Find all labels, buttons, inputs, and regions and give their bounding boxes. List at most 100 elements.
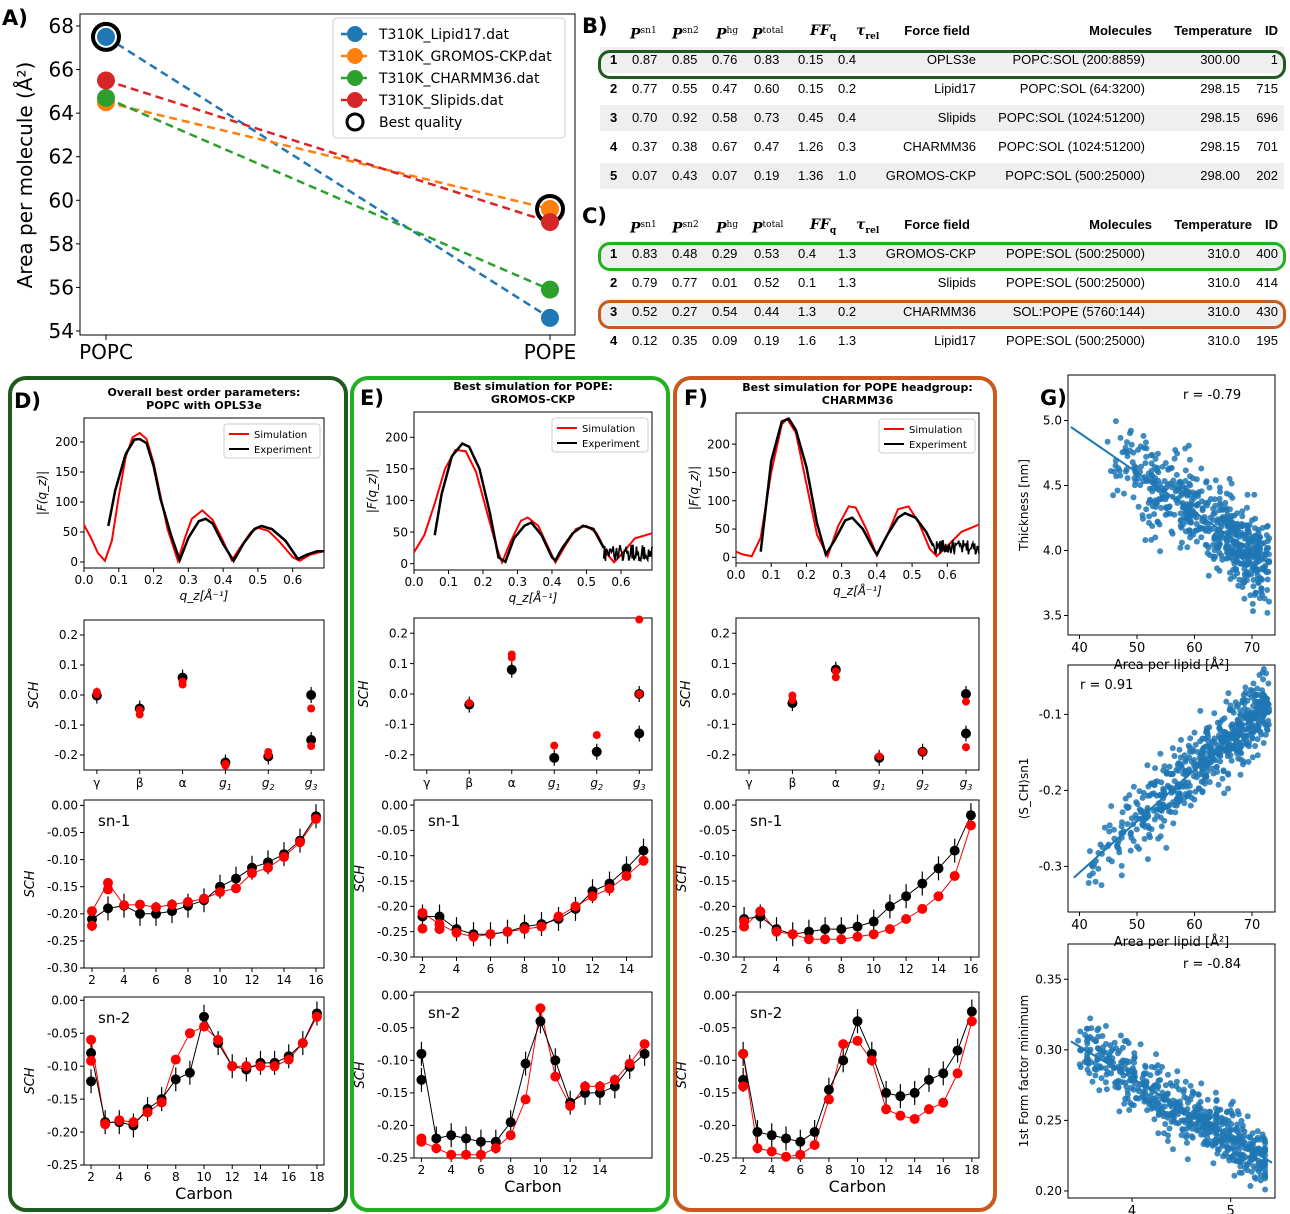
scatter-point <box>1133 799 1140 806</box>
x-tick-label: 0.2 <box>473 575 492 589</box>
scatter-point <box>1224 549 1231 556</box>
simulation-point <box>255 1061 266 1072</box>
scatter-point <box>1259 717 1266 723</box>
scatter-point <box>1189 475 1196 482</box>
data-point <box>541 280 559 299</box>
table-row: 2 0.79 0.77 0.01 0.52 0.1 1.3 Slipids POPE:SOL (… <box>600 270 1284 296</box>
scatter-point <box>1186 480 1193 487</box>
simulation-point <box>738 1081 749 1092</box>
scatter-point <box>1084 1037 1090 1044</box>
table-cell: Slipids <box>937 110 976 125</box>
y-tick-label: -0.30 <box>47 961 78 975</box>
scatter-point <box>1147 780 1154 787</box>
correlation-annotation: r = -0.84 <box>1183 957 1241 972</box>
scatter-point <box>1174 795 1181 802</box>
table-cell: 0.3 <box>838 139 857 154</box>
simulation-point <box>283 1054 294 1065</box>
scatter-point <box>1238 1117 1245 1124</box>
scatter-point <box>1199 505 1206 512</box>
scatter-point <box>1249 600 1256 607</box>
table-cell: 0.4 <box>838 52 857 67</box>
column-header: FFq <box>810 217 837 236</box>
scatter-point <box>1169 1112 1176 1119</box>
experiment-point <box>550 1055 561 1066</box>
y-tick-label: 50 <box>715 522 730 536</box>
x-tick-label: 50 <box>1129 918 1146 933</box>
simulation-point <box>933 891 944 902</box>
scatter-point <box>1218 531 1225 538</box>
scatter-point <box>1224 753 1231 760</box>
scatter-point <box>1238 756 1244 763</box>
scatter-point <box>1149 523 1156 529</box>
scatter-point <box>1223 698 1230 705</box>
scatter-point <box>1216 549 1223 556</box>
scatter-point <box>1214 544 1221 551</box>
y-tick-label: 58 <box>49 232 74 256</box>
simulation-point <box>592 731 601 740</box>
scatter-point <box>1151 1103 1158 1110</box>
experiment-point <box>184 1067 195 1078</box>
scatter-point <box>1262 1186 1269 1193</box>
scatter-point <box>1207 552 1213 559</box>
scatter-point <box>1221 790 1228 797</box>
scatter-point <box>1263 547 1270 554</box>
scatter-point <box>1166 802 1173 808</box>
subscript: 2 <box>924 783 929 792</box>
x-axis-label: Carbon <box>175 1184 233 1203</box>
simulation-point <box>875 752 884 761</box>
sn1-axes <box>413 799 653 958</box>
scatter-point <box>1144 856 1151 863</box>
y-tick-label: 54 <box>49 319 74 343</box>
scatter-point <box>1154 778 1161 785</box>
simulation-point <box>135 899 145 910</box>
table-row: 2 0.77 0.55 0.47 0.60 0.15 0.2 Lipid17 POPC:SOL … <box>600 76 1284 102</box>
table-row: 4 0.37 0.38 0.67 0.47 1.26 0.3 CHARMM36 POPC:SOL… <box>600 134 1284 160</box>
simulation-point <box>949 870 960 881</box>
scatter-point <box>1187 501 1194 508</box>
scatter-point <box>1124 439 1130 446</box>
simulation-point <box>587 891 598 902</box>
x-tick-label: 10 <box>212 973 227 987</box>
scatter-point <box>1121 490 1127 497</box>
y-tick-label: -0.2 <box>385 748 408 762</box>
x-tick-label: 4 <box>115 1170 123 1184</box>
y-tick-label: -0.10 <box>47 1059 78 1073</box>
scatter-point <box>1137 1041 1144 1048</box>
y-tick-label: 0.1 <box>389 657 408 671</box>
x-tick-label: 0.6 <box>283 573 302 587</box>
scatter-point <box>1127 427 1134 434</box>
scatter-point <box>1102 1079 1109 1086</box>
table-cell: 0.45 <box>798 110 824 125</box>
simulation-point <box>86 1034 97 1045</box>
x-tick-label: 0.0 <box>404 575 423 589</box>
scatter-point <box>1146 792 1153 799</box>
y-tick-label: -0.20 <box>377 1119 408 1133</box>
headgroup-axes <box>735 617 980 771</box>
table-cell: 202 <box>1256 168 1278 183</box>
scatter-point <box>1232 547 1239 554</box>
table-c: Psn1 Psn2 Phg Ptotal FFq τrel Force field Molec… <box>600 212 1284 356</box>
scatter-point <box>1242 684 1249 691</box>
simulation-point <box>114 1115 125 1126</box>
scatter-point <box>1192 741 1199 748</box>
scatter-point <box>1164 1090 1171 1097</box>
simulation-point <box>831 673 840 682</box>
x-tick-label: γ <box>745 776 752 790</box>
scatter-point <box>1156 1068 1163 1075</box>
scatter-point <box>1163 505 1170 512</box>
y-tick-label: 0.0 <box>59 688 78 702</box>
scatter-point <box>1264 523 1270 530</box>
y-tick-label: -0.05 <box>699 1021 730 1035</box>
experiment-point <box>781 1133 792 1144</box>
scatter-point <box>1174 1068 1181 1075</box>
table-cell: 0.19 <box>754 333 780 348</box>
scatter-point <box>1233 557 1240 564</box>
scatter-point <box>1178 1132 1185 1139</box>
chain-label: sn-2 <box>428 1004 460 1022</box>
scatter-point <box>1212 757 1219 764</box>
scatter-point <box>1259 1131 1266 1138</box>
panel-letter-b: B) <box>582 14 608 38</box>
scatter-point <box>1176 1086 1182 1093</box>
table-cell: 701 <box>1256 139 1278 154</box>
